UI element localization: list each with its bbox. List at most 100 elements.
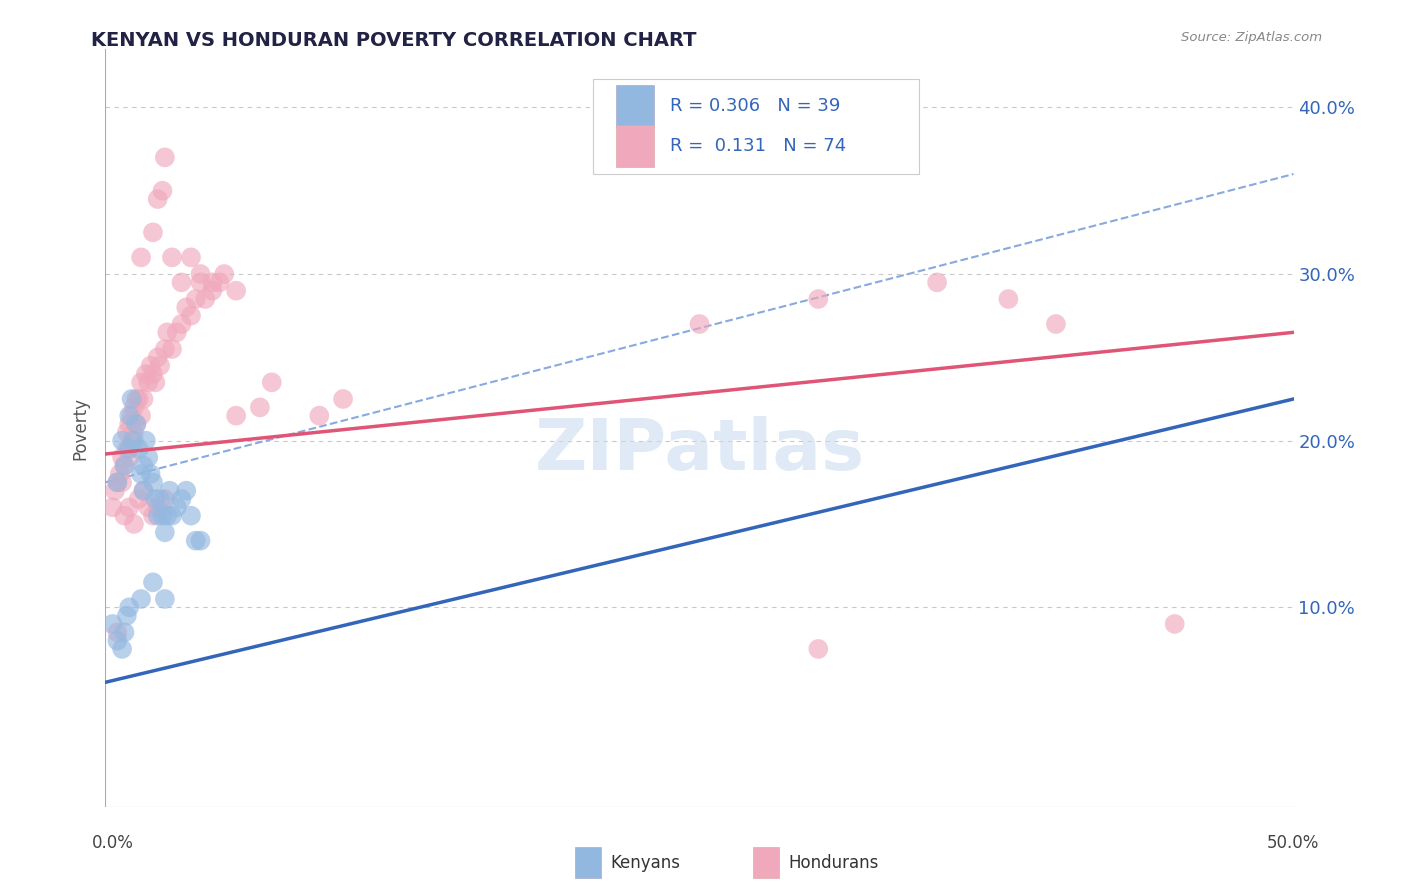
- Point: [115, 608, 138, 623]
- Point: [180, 309, 202, 323]
- Point: [159, 483, 181, 498]
- Point: [142, 225, 165, 239]
- Text: 0.0%: 0.0%: [91, 834, 134, 852]
- Bar: [575, 847, 600, 878]
- Point: [160, 251, 183, 265]
- Point: [180, 508, 202, 523]
- Point: [129, 376, 152, 390]
- Point: [111, 434, 134, 448]
- Point: [129, 591, 152, 606]
- Point: [118, 450, 141, 465]
- Point: [214, 267, 236, 281]
- Point: [125, 417, 148, 431]
- Bar: [616, 125, 654, 167]
- Point: [1164, 617, 1187, 632]
- Point: [118, 442, 141, 456]
- Point: [135, 434, 157, 448]
- Point: [101, 500, 124, 515]
- Point: [249, 401, 271, 415]
- Point: [225, 409, 247, 423]
- Point: [149, 491, 172, 506]
- Point: [170, 491, 193, 506]
- Point: [149, 359, 172, 373]
- Point: [118, 600, 141, 615]
- Point: [201, 276, 224, 290]
- Point: [111, 475, 134, 490]
- Point: [115, 442, 138, 456]
- Point: [184, 533, 207, 548]
- Point: [139, 359, 162, 373]
- Point: [807, 292, 830, 306]
- Point: [146, 508, 169, 523]
- Point: [115, 425, 138, 440]
- FancyBboxPatch shape: [592, 79, 920, 174]
- Point: [114, 458, 136, 473]
- Y-axis label: Poverty: Poverty: [72, 397, 90, 459]
- Point: [121, 409, 143, 423]
- Point: [190, 276, 212, 290]
- Point: [111, 642, 134, 657]
- Point: [118, 500, 141, 515]
- Point: [180, 251, 202, 265]
- Point: [190, 267, 212, 281]
- Point: [111, 450, 134, 465]
- Point: [225, 284, 247, 298]
- Point: [689, 317, 711, 331]
- Point: [153, 525, 176, 540]
- Point: [132, 458, 155, 473]
- Point: [142, 475, 165, 490]
- Point: [170, 276, 193, 290]
- Point: [118, 417, 141, 431]
- Point: [143, 491, 166, 506]
- Bar: [754, 847, 779, 878]
- Point: [105, 633, 128, 648]
- Point: [129, 251, 152, 265]
- Point: [194, 292, 217, 306]
- Point: [174, 483, 197, 498]
- Point: [190, 533, 212, 548]
- Point: [128, 442, 150, 456]
- Text: Hondurans: Hondurans: [789, 854, 879, 871]
- Point: [105, 625, 128, 640]
- Point: [128, 491, 150, 506]
- Point: [925, 276, 948, 290]
- Point: [152, 184, 174, 198]
- Point: [122, 425, 145, 440]
- Point: [146, 500, 169, 515]
- Point: [132, 483, 155, 498]
- Point: [143, 376, 166, 390]
- Point: [105, 475, 128, 490]
- Point: [153, 491, 176, 506]
- Point: [807, 642, 830, 657]
- Point: [184, 292, 207, 306]
- Text: R =  0.131   N = 74: R = 0.131 N = 74: [669, 137, 846, 155]
- Point: [101, 617, 124, 632]
- Point: [122, 434, 145, 448]
- Point: [135, 367, 157, 381]
- Point: [142, 508, 165, 523]
- Point: [156, 508, 179, 523]
- Text: 50.0%: 50.0%: [1267, 834, 1319, 852]
- Text: ZIPatlas: ZIPatlas: [534, 417, 865, 485]
- Point: [208, 276, 231, 290]
- Point: [129, 467, 152, 481]
- Point: [136, 376, 159, 390]
- Point: [132, 392, 155, 406]
- Text: Source: ZipAtlas.com: Source: ZipAtlas.com: [1181, 31, 1322, 45]
- Point: [118, 409, 141, 423]
- Point: [156, 326, 179, 340]
- Point: [160, 342, 183, 356]
- Text: KENYAN VS HONDURAN POVERTY CORRELATION CHART: KENYAN VS HONDURAN POVERTY CORRELATION C…: [91, 31, 697, 50]
- Point: [125, 417, 148, 431]
- Text: R = 0.306   N = 39: R = 0.306 N = 39: [669, 97, 841, 115]
- Point: [166, 500, 188, 515]
- Point: [122, 401, 145, 415]
- Point: [125, 392, 148, 406]
- Point: [136, 450, 159, 465]
- Point: [129, 409, 152, 423]
- Point: [142, 367, 165, 381]
- Point: [166, 326, 188, 340]
- Point: [152, 508, 174, 523]
- Point: [142, 575, 165, 590]
- Point: [105, 475, 128, 490]
